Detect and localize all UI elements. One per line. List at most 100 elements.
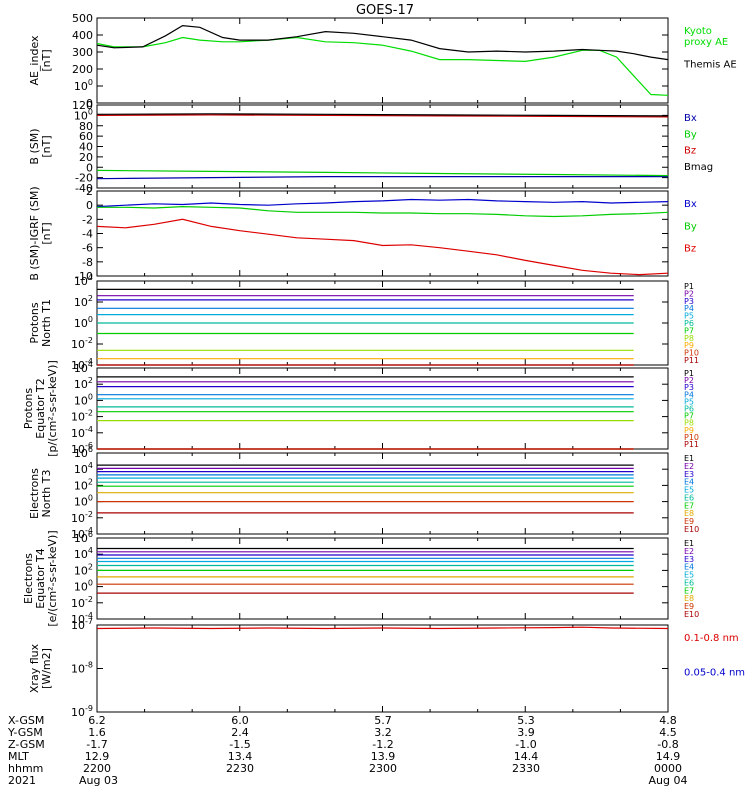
y-tick-label: 500 [72, 12, 93, 25]
y-tick-label: 10-2 [71, 595, 93, 610]
series-label-E3: E3 [684, 470, 694, 479]
y-axis-label: [nT] [40, 49, 53, 71]
panel-frame [96, 624, 669, 713]
series-label-P11: P11 [684, 440, 699, 449]
y-tick-label: 104 [74, 461, 93, 476]
ephem-cell: 3.2 [374, 726, 392, 739]
y-tick-label: 106 [74, 445, 93, 460]
series-label-P5: P5 [684, 312, 694, 321]
y-tick-label: 2 [86, 185, 93, 198]
y-axis-label: Xray flux [28, 643, 41, 693]
y-tick-label: 0 [86, 97, 93, 110]
series-line-Bz [96, 218, 669, 276]
y-tick-label: 10-7 [71, 617, 93, 632]
series-line-Bmag [96, 113, 669, 117]
series-line-By [96, 169, 669, 177]
series-label-Themis AE: Themis AE [683, 60, 737, 71]
series-label-E10: E10 [684, 525, 699, 534]
ephem-cell: 12.9 [85, 750, 110, 763]
ephem-cell: -1.0 [515, 738, 536, 751]
y-tick-label: 10-2 [71, 409, 93, 424]
ephem-cell: 14.9 [656, 750, 681, 763]
series-label-P5: P5 [684, 397, 694, 406]
series-label-E7: E7 [684, 586, 694, 595]
y-tick-label: 106 [74, 530, 93, 545]
y-axis-label: Protons [28, 302, 41, 343]
panel-frame [96, 367, 669, 450]
y-tick-label: 10-4 [71, 425, 93, 440]
ephem-cell: 4.8 [659, 714, 677, 727]
ephem-cell: 13.9 [371, 750, 396, 763]
ephem-cell: 4.5 [659, 726, 677, 739]
series-label-P4: P4 [684, 390, 694, 399]
series-label-Bz: Bz [684, 146, 696, 157]
y-tick-label: 40 [79, 141, 93, 154]
series-label-P10: P10 [684, 433, 699, 442]
series-label-Bz: Bz [684, 244, 696, 255]
y-tick-label: 10-2 [71, 336, 93, 351]
series-label-P7: P7 [684, 326, 694, 335]
ephem-cell: 13.4 [228, 750, 253, 763]
panel-frame [96, 190, 669, 277]
series-label-P1: P1 [684, 369, 694, 378]
series-label-P8: P8 [684, 334, 694, 343]
ephem-cell: Aug 03 [79, 774, 118, 787]
y-tick-label: -4 [82, 228, 93, 241]
series-line-Themis AE [96, 24, 669, 61]
y-tick-label: 104 [74, 273, 93, 288]
series-label-P11: P11 [684, 356, 699, 365]
plot-title: GOES-17 [356, 3, 414, 18]
ephem-row-label: MLT [8, 750, 29, 763]
ephem-cell: 6.2 [88, 714, 106, 727]
panel-frame [96, 17, 669, 104]
y-axis-label: B (SM)-IGRF (SM) [28, 186, 41, 280]
y-tick-label: -10 [75, 270, 93, 283]
y-tick-label: 102 [74, 294, 93, 309]
panel-frame [96, 537, 669, 620]
ephem-cell: 0000 [654, 762, 682, 775]
series-label-E10: E10 [684, 610, 699, 619]
y-tick-label: 10-2 [71, 510, 93, 525]
ephem-cell: 2.4 [231, 726, 249, 739]
series-label-E5: E5 [684, 571, 694, 580]
y-tick-label: 100 [74, 494, 93, 509]
y-tick-label: -2 [82, 213, 93, 226]
y-tick-label: 104 [74, 360, 93, 375]
y-tick-label: 200 [72, 63, 93, 76]
y-axis-label: AE_index [28, 35, 41, 86]
y-tick-label: 0 [86, 161, 93, 174]
series-label-P9: P9 [684, 341, 694, 350]
series-label-Bmag: Bmag [684, 162, 713, 173]
y-tick-label: 300 [72, 46, 93, 59]
series-label-P6: P6 [684, 405, 694, 414]
y-axis-label: [nT] [40, 135, 53, 157]
ephem-cell: 2200 [83, 762, 111, 775]
y-tick-label: 100 [74, 107, 93, 122]
series-label-0.05-0.4 nm: 0.05-0.4 nm [684, 668, 745, 679]
ephem-cell: -1.7 [86, 738, 107, 751]
y-axis-label: [W/m2] [40, 648, 53, 689]
series-label-E9: E9 [684, 517, 694, 526]
ephem-row-label: hhmm [8, 762, 43, 775]
y-tick-label: 100 [74, 392, 93, 407]
panel-bsm_igrf: -10-8-6-4 -202 B (SM)-IGRF (SM) [nT] Bx By Bz [28, 185, 697, 283]
series-label-P2: P2 [684, 289, 694, 298]
ephem-cell: 5.3 [517, 714, 535, 727]
series-label-E5: E5 [684, 486, 694, 495]
y-axis-label: [p/(cm²-s-sr-keV)] [46, 360, 59, 457]
series-label-E1: E1 [684, 454, 694, 463]
y-tick-label: 60 [79, 130, 93, 143]
y-tick-label: 102 [74, 562, 93, 577]
series-label-P7: P7 [684, 412, 694, 421]
series-label-Kyoto proxy AE: proxy AE [684, 37, 728, 48]
y-tick-label: -40 [75, 182, 93, 195]
y-tick-label: -6 [82, 242, 93, 255]
y-tick-label: 100 [74, 579, 93, 594]
y-axis-label: [nT] [40, 222, 53, 244]
series-label-E8: E8 [684, 594, 694, 603]
y-tick-label: 102 [74, 477, 93, 492]
series-line-By [97, 205, 669, 218]
